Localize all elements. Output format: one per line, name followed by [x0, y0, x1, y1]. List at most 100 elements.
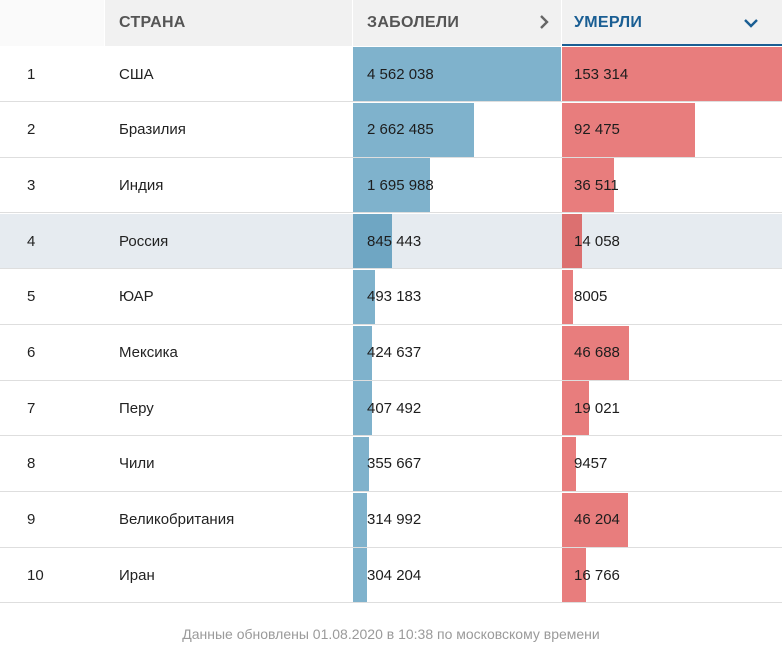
- deaths-cell: 92 475: [562, 102, 782, 157]
- active-sort-indicator: [562, 44, 782, 46]
- deaths-cell: 9457: [562, 436, 782, 491]
- row-country: Чили: [119, 455, 155, 473]
- cases-bar: [353, 102, 475, 157]
- cases-value: 493 183: [367, 288, 422, 306]
- deaths-bar: [562, 381, 590, 436]
- deaths-value: 14 058: [574, 232, 620, 250]
- cases-cell: 424 637: [353, 325, 561, 380]
- cases-cell: 304 204: [353, 548, 561, 603]
- cases-cell: 493 183: [353, 269, 561, 324]
- deaths-cell: 16 766: [562, 548, 782, 603]
- header-country[interactable]: СТРАНА: [105, 0, 352, 46]
- table-row[interactable]: 7 Перу 407 492 19 021: [0, 381, 782, 437]
- deaths-bar: [562, 269, 574, 324]
- deaths-bar: [562, 102, 695, 157]
- deaths-cell: 46 688: [562, 325, 782, 380]
- chevron-down-icon: [744, 16, 758, 30]
- row-rank: 8: [27, 455, 36, 473]
- header-rank: [0, 0, 104, 46]
- header-cases-sort[interactable]: ЗАБОЛЕЛИ: [353, 0, 561, 46]
- deaths-bar: [562, 47, 782, 101]
- deaths-bar: [562, 548, 587, 603]
- deaths-cell: 153 314: [562, 47, 782, 101]
- cases-value: 314 992: [367, 511, 422, 529]
- table-row[interactable]: 6 Мексика 424 637 46 688: [0, 325, 782, 381]
- cases-bar: [353, 158, 431, 213]
- chevron-right-icon: [539, 13, 549, 34]
- cases-bar: [353, 214, 392, 269]
- cases-value: 4 562 038: [367, 65, 434, 83]
- cases-cell: 314 992: [353, 492, 561, 547]
- row-country: Россия: [119, 232, 169, 250]
- cases-cell: 2 662 485: [353, 102, 561, 157]
- cases-cell: 845 443: [353, 214, 561, 269]
- deaths-value: 19 021: [574, 399, 620, 417]
- deaths-bar: [562, 492, 629, 547]
- deaths-value: 153 314: [574, 65, 629, 83]
- row-rank: 2: [27, 121, 36, 139]
- cases-bar: [353, 548, 367, 603]
- update-footnote: Данные обновлены 01.08.2020 в 10:38 по м…: [182, 626, 600, 642]
- deaths-value: 16 766: [574, 566, 620, 584]
- table-row[interactable]: 5 ЮАР 493 183 8005: [0, 269, 782, 325]
- cases-cell: 1 695 988: [353, 158, 561, 213]
- cases-value: 424 637: [367, 344, 422, 361]
- row-rank: 6: [27, 344, 36, 361]
- row-country: ЮАР: [119, 288, 154, 306]
- cases-value: 2 662 485: [367, 121, 434, 139]
- row-rank: 10: [27, 566, 44, 584]
- table-row[interactable]: 4 Россия 845 443 14 058: [0, 214, 782, 270]
- cases-bar: [353, 269, 376, 324]
- row-rank: 3: [27, 176, 36, 194]
- cases-bar: [353, 381, 372, 436]
- row-rank: 9: [27, 511, 36, 529]
- cases-value: 355 667: [367, 455, 422, 473]
- table-row[interactable]: 9 Великобритания 314 992 46 204: [0, 492, 782, 548]
- table-row[interactable]: 10 Иран 304 204 16 766: [0, 548, 782, 604]
- row-country: Великобритания: [119, 511, 235, 529]
- cases-value: 304 204: [367, 566, 422, 584]
- row-rank: 1: [27, 65, 36, 83]
- cases-value: 845 443: [367, 232, 422, 250]
- row-country: Индия: [119, 176, 164, 194]
- header-country-label: СТРАНА: [119, 14, 186, 31]
- header-deaths-label: УМЕРЛИ: [574, 14, 643, 31]
- deaths-value: 46 204: [574, 511, 620, 529]
- deaths-bar: [562, 436, 576, 491]
- deaths-cell: 14 058: [562, 214, 782, 269]
- row-rank: 5: [27, 288, 36, 306]
- deaths-cell: 19 021: [562, 381, 782, 436]
- deaths-cell: 36 511: [562, 158, 782, 213]
- table-row[interactable]: 2 Бразилия 2 662 485 92 475: [0, 102, 782, 158]
- deaths-value: 8005: [574, 288, 608, 306]
- header-deaths-sort[interactable]: УМЕРЛИ: [562, 0, 782, 46]
- cases-value: 407 492: [367, 399, 422, 417]
- cases-cell: 4 562 038: [353, 47, 561, 101]
- row-country: Бразилия: [119, 121, 186, 139]
- cases-bar: [353, 47, 561, 101]
- row-country: Мексика: [119, 344, 178, 361]
- deaths-bar: [562, 325, 629, 380]
- row-country: Перу: [119, 399, 154, 417]
- deaths-value: 92 475: [574, 121, 620, 139]
- cases-bar: [353, 325, 373, 380]
- row-rank: 4: [27, 232, 36, 250]
- deaths-value: 36 511: [574, 176, 619, 194]
- table-row[interactable]: 3 Индия 1 695 988 36 511: [0, 158, 782, 214]
- cases-bar: [353, 436, 370, 491]
- row-country: США: [119, 65, 154, 83]
- deaths-bar: [562, 214, 583, 269]
- deaths-value: 9457: [574, 455, 608, 473]
- deaths-bar: [562, 158, 615, 213]
- cases-bar: [353, 492, 368, 547]
- row-rank: 7: [27, 399, 36, 417]
- deaths-cell: 8005: [562, 269, 782, 324]
- deaths-cell: 46 204: [562, 492, 782, 547]
- table-row[interactable]: 8 Чили 355 667 9457: [0, 436, 782, 492]
- cases-cell: 355 667: [353, 436, 561, 491]
- table-row[interactable]: 1 США 4 562 038 153 314: [0, 47, 782, 102]
- cases-value: 1 695 988: [367, 176, 434, 194]
- row-country: Иран: [119, 566, 155, 584]
- header-cases-label: ЗАБОЛЕЛИ: [367, 14, 460, 31]
- deaths-value: 46 688: [574, 344, 620, 361]
